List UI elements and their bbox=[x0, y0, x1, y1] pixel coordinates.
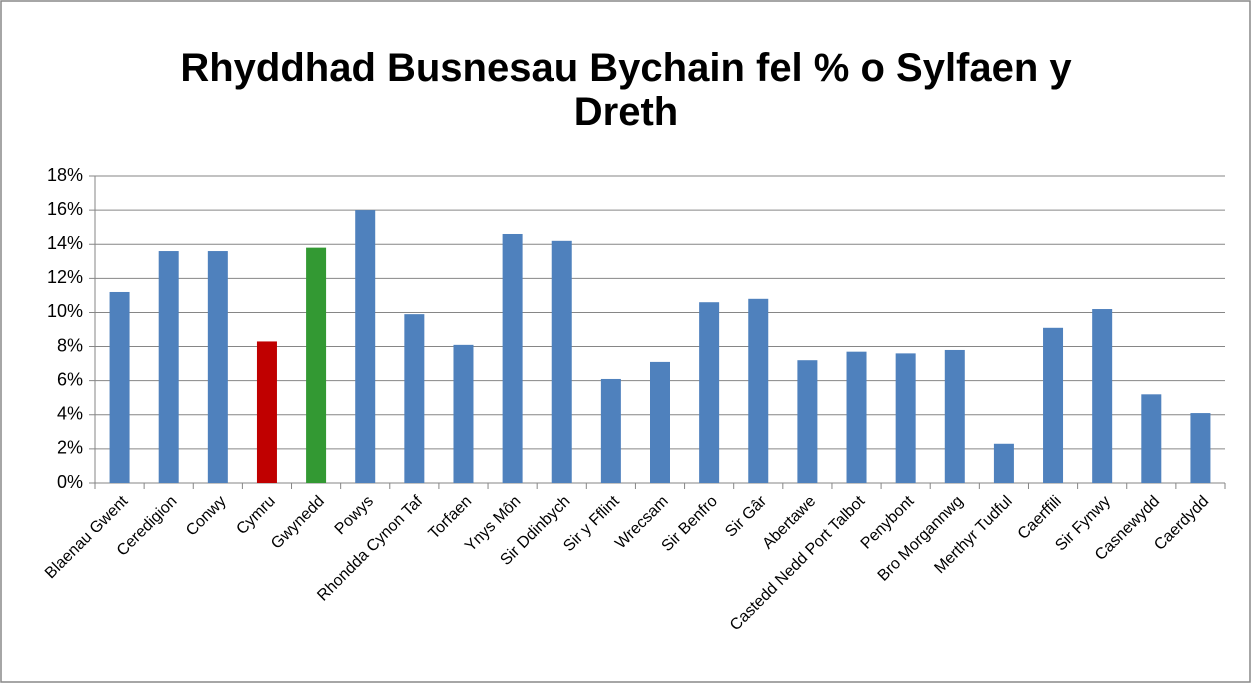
y-tick-label: 4% bbox=[57, 404, 83, 424]
bar bbox=[404, 314, 425, 483]
bar bbox=[1190, 413, 1211, 483]
y-tick-label: 16% bbox=[47, 199, 83, 219]
bar bbox=[453, 344, 474, 483]
y-tick-label: 10% bbox=[47, 301, 83, 321]
bar bbox=[551, 240, 572, 483]
bar bbox=[993, 443, 1014, 483]
bar bbox=[748, 298, 769, 483]
chart-title: Rhyddhad Busnesau Bychain fel % o Sylfae… bbox=[180, 46, 1072, 134]
bar bbox=[109, 291, 130, 483]
y-tick-label: 0% bbox=[57, 472, 83, 492]
bar bbox=[355, 210, 376, 483]
y-tick-label: 18% bbox=[47, 165, 83, 185]
y-tick-label: 6% bbox=[57, 369, 83, 389]
bar bbox=[797, 360, 818, 483]
bar bbox=[846, 351, 867, 483]
bar bbox=[895, 353, 916, 483]
y-tick-label: 14% bbox=[47, 233, 83, 253]
y-tick-label: 12% bbox=[47, 267, 83, 287]
bar bbox=[256, 341, 277, 483]
bar bbox=[1092, 309, 1113, 483]
bar bbox=[600, 378, 621, 483]
bar bbox=[502, 233, 523, 483]
bar bbox=[306, 247, 327, 483]
y-tick-label: 2% bbox=[57, 438, 83, 458]
bar bbox=[650, 361, 670, 483]
bar bbox=[699, 302, 720, 483]
y-tick-label: 8% bbox=[57, 335, 83, 355]
bar bbox=[207, 251, 228, 483]
bar bbox=[158, 251, 179, 483]
bar bbox=[1043, 327, 1064, 483]
bar bbox=[1141, 394, 1162, 483]
bar bbox=[944, 349, 965, 483]
